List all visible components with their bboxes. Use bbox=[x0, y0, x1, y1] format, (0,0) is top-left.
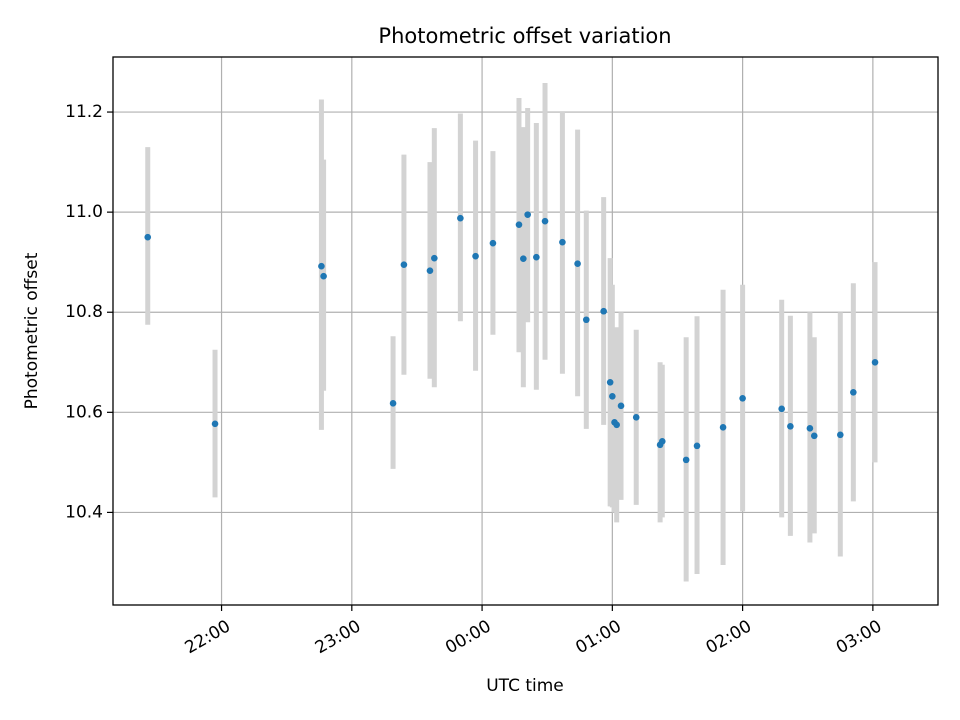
y-tick-label: 11.2 bbox=[65, 102, 103, 122]
y-axis-label: Photometric offset bbox=[22, 252, 42, 409]
data-point bbox=[389, 400, 397, 407]
data-point bbox=[787, 423, 794, 430]
data-point bbox=[658, 438, 666, 445]
data-point bbox=[606, 378, 614, 386]
data-point bbox=[609, 393, 616, 400]
data-point bbox=[431, 254, 438, 262]
data-point bbox=[739, 395, 746, 402]
data-point bbox=[600, 307, 607, 315]
data-point bbox=[850, 389, 857, 396]
data-point bbox=[778, 405, 785, 413]
data-point bbox=[871, 358, 879, 366]
data-point bbox=[682, 456, 690, 464]
plot-frame bbox=[112, 56, 939, 606]
data-point bbox=[515, 221, 523, 228]
data-point bbox=[400, 261, 408, 268]
data-point bbox=[837, 431, 844, 439]
y-tick-label: 10.6 bbox=[65, 402, 103, 422]
data-point bbox=[719, 424, 727, 431]
data-point bbox=[613, 421, 620, 429]
data-point bbox=[318, 262, 325, 270]
data-point bbox=[472, 252, 479, 260]
data-point bbox=[524, 211, 531, 218]
data-point bbox=[574, 260, 581, 267]
data-point bbox=[541, 217, 549, 225]
data-point bbox=[320, 272, 327, 280]
data-points bbox=[144, 211, 879, 464]
y-tick-label: 10.4 bbox=[65, 502, 103, 522]
data-point bbox=[211, 420, 219, 428]
data-point bbox=[617, 402, 625, 410]
data-point bbox=[582, 316, 590, 324]
x-axis-label: UTC time bbox=[486, 676, 564, 696]
data-point bbox=[520, 255, 527, 262]
data-point bbox=[144, 233, 152, 241]
chart-title: Photometric offset variation bbox=[378, 24, 671, 48]
data-point bbox=[810, 432, 818, 440]
data-point bbox=[489, 239, 497, 247]
data-point bbox=[426, 267, 434, 274]
data-point bbox=[559, 238, 566, 246]
data-point bbox=[693, 442, 701, 450]
y-tick-label: 10.8 bbox=[65, 302, 103, 322]
data-point bbox=[457, 214, 464, 222]
data-point bbox=[632, 414, 640, 421]
y-tick-label: 11.0 bbox=[65, 202, 103, 222]
data-point bbox=[806, 425, 814, 432]
data-point bbox=[533, 253, 540, 261]
